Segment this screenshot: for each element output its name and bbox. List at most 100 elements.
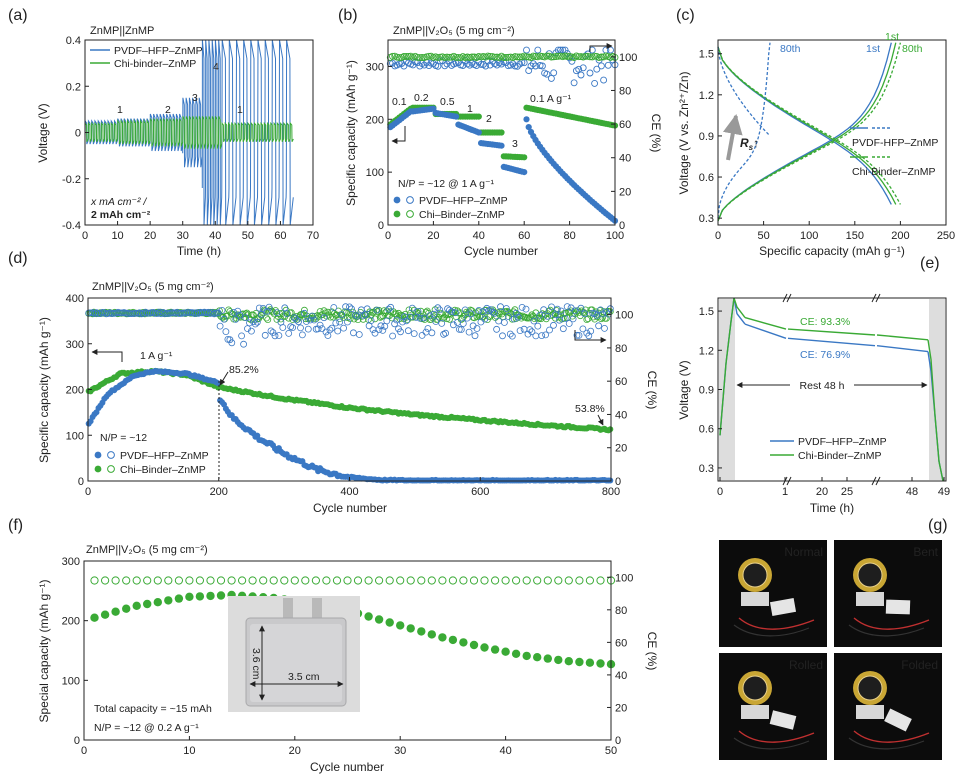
panel-d-ce-point-pvdf — [603, 308, 610, 316]
panel-d-ce-point-chi — [589, 313, 597, 321]
panel-e-legend-chi: Chi-Binder–ZnMP — [798, 450, 881, 462]
panel-d-ce-point-pvdf — [532, 332, 540, 340]
panel-b-ce-point-chi — [425, 52, 433, 60]
panel-f-cap-point — [90, 613, 99, 622]
panel-f-ce-point — [438, 576, 447, 585]
panel-b-ce-point-pvdf — [559, 46, 567, 54]
panel-d-ce-point-chi — [321, 309, 329, 317]
photo-cell — [884, 708, 912, 732]
panel-d-ce-point-pvdf — [418, 331, 426, 339]
panel-f-y2-tick-label: 60 — [615, 637, 627, 649]
panel-a-x-tick-label: 40 — [209, 230, 221, 242]
panel-d-ce-point-pvdf — [285, 329, 293, 337]
panel-d-ce-point-pvdf — [459, 320, 467, 327]
panel-b-ce-point-pvdf — [547, 74, 555, 82]
panel-d-right-axis-arrow — [574, 330, 607, 343]
panel-c-xlabel: Specific capacity (mAh g⁻¹) — [759, 244, 905, 258]
photo-wire-black — [733, 737, 810, 750]
panel-f-ce-point — [427, 576, 436, 585]
panel-d-ce-point-pvdf — [579, 325, 587, 333]
panel-d-ce-point-pvdf — [363, 305, 371, 313]
panel-e-rest-line-pvdf — [744, 323, 787, 339]
panel-b-y-tick-label: 100 — [366, 167, 384, 179]
photo-wire-red — [738, 730, 815, 743]
panel-f-cap-point — [364, 612, 373, 621]
panel-d-ce-point-pvdf — [265, 303, 273, 311]
panel-b-y-tick-label: 300 — [366, 61, 384, 73]
panel-d-ce-point-pvdf — [255, 304, 263, 312]
panel-d-ce-point-pvdf — [326, 326, 334, 334]
panel-b-x-tick-label: 60 — [518, 230, 530, 242]
panel-d-ce-point-pvdf — [351, 311, 359, 319]
panel-d-ce-point-pvdf — [316, 321, 324, 329]
panel-d-ce-point-pvdf — [369, 326, 377, 334]
panel-b-ce-point-pvdf — [538, 62, 546, 70]
panel-f-ce-point — [259, 576, 268, 585]
panel-c-curve-chi-1st-charge — [717, 42, 897, 222]
panel-e-legend: PVDF–HFP–ZnMP Chi-Binder–ZnMP — [770, 436, 887, 462]
panel-d-ce-point-pvdf — [504, 313, 512, 320]
panel-d-ce-point-pvdf — [385, 305, 393, 313]
panel-d-ce-point-pvdf — [536, 311, 544, 319]
panel-d-ce-point-pvdf — [540, 306, 548, 314]
panel-d-ce-point-pvdf — [279, 324, 287, 331]
panel-c-x-tick-label: 100 — [800, 230, 818, 242]
panel-b-ce-point-pvdf — [593, 65, 601, 73]
panel-b-ce-point-pvdf — [527, 62, 535, 70]
panel-b-ce-point-pvdf — [597, 62, 605, 70]
panel-e-x-tick-label: 48 — [906, 486, 918, 498]
panel-d-y2-tick-label: 80 — [615, 343, 627, 355]
panel-e-y-tick-label: 0.6 — [699, 424, 714, 436]
panel-f-cap-point — [164, 596, 173, 605]
panel-d-ce-point-pvdf — [493, 325, 501, 333]
panel-b-legend: PVDF–HFP–ZnMP Chi–Binder–ZnMP — [393, 195, 508, 221]
panel-f-ce-point — [575, 576, 584, 585]
panel-d-ce-point-pvdf — [461, 306, 469, 314]
panel-f-ce-point — [512, 576, 521, 585]
panel-d-ce-point-pvdf — [247, 327, 255, 335]
panel-d-ce-point-pvdf — [548, 303, 555, 311]
panel-b-ce-point-pvdf — [523, 46, 530, 54]
panel-d-ce-point-pvdf — [565, 320, 573, 327]
panel-d-ce-point-pvdf — [379, 326, 387, 334]
panel-d-ce-point-pvdf — [475, 306, 483, 314]
panel-d-ce-point-pvdf — [391, 320, 399, 328]
panel-d-ce-point-pvdf — [451, 309, 459, 317]
panel-d-ce-point-chi — [229, 310, 236, 318]
panel-f-ce-point — [301, 576, 310, 585]
panel-d-ce-point-pvdf — [510, 315, 518, 323]
panel-d-ce-point-pvdf — [444, 305, 452, 313]
panel-d-ce-point-pvdf — [506, 330, 514, 338]
panel-d-ce-point-pvdf — [448, 308, 455, 316]
panel-f-cap-point — [459, 638, 468, 647]
panel-f-ce-point — [195, 576, 204, 585]
panel-d-ce-point-pvdf — [216, 322, 224, 330]
panel-f-cap-point — [132, 601, 141, 610]
panel-f-ce-point — [480, 576, 489, 585]
panel-d-ce-point-chi — [466, 306, 474, 314]
panel-d-ce-point-pvdf — [601, 324, 608, 332]
panel-b-ce-point-pvdf — [607, 46, 614, 54]
panel-b-ce-point-pvdf — [550, 69, 558, 77]
pouch-dim-horizontal: 3.5 cm — [288, 671, 320, 683]
panel-b-rate-0: 0.1 — [392, 96, 407, 108]
panel-b-y2-tick-label: 0 — [619, 220, 625, 232]
panel-b-ce-point-pvdf — [441, 62, 449, 70]
panel-b-ce-point-chi — [486, 53, 494, 60]
panel-f-ce-point — [459, 576, 468, 585]
panel-c-rs-text: R — [740, 136, 749, 150]
panel-b-cap-point-pvdf — [523, 116, 530, 123]
panel-a-title: ZnMP||ZnMP — [90, 25, 154, 37]
panel-f-ce-point — [364, 576, 373, 585]
panel-f-cap-point — [448, 635, 458, 645]
panel-a: (a) ZnMP||ZnMP 0 10 20 30 40 50 60 70 -0.4 -0.2 0 0… — [8, 7, 319, 258]
panel-c-rs-label: Rs↑ — [740, 136, 759, 152]
panel-d-ce-point-pvdf — [253, 318, 261, 326]
panel-f-ce-point — [353, 576, 363, 585]
panel-d-y2-tick-label: 0 — [615, 476, 621, 488]
panel-f-cap-point — [174, 594, 184, 603]
panel-b-cap-point-pvdf — [475, 129, 482, 136]
panel-c-frame — [717, 39, 947, 226]
panel-f-ce-point — [469, 576, 479, 585]
panel-d-ce-point-pvdf — [502, 305, 510, 312]
